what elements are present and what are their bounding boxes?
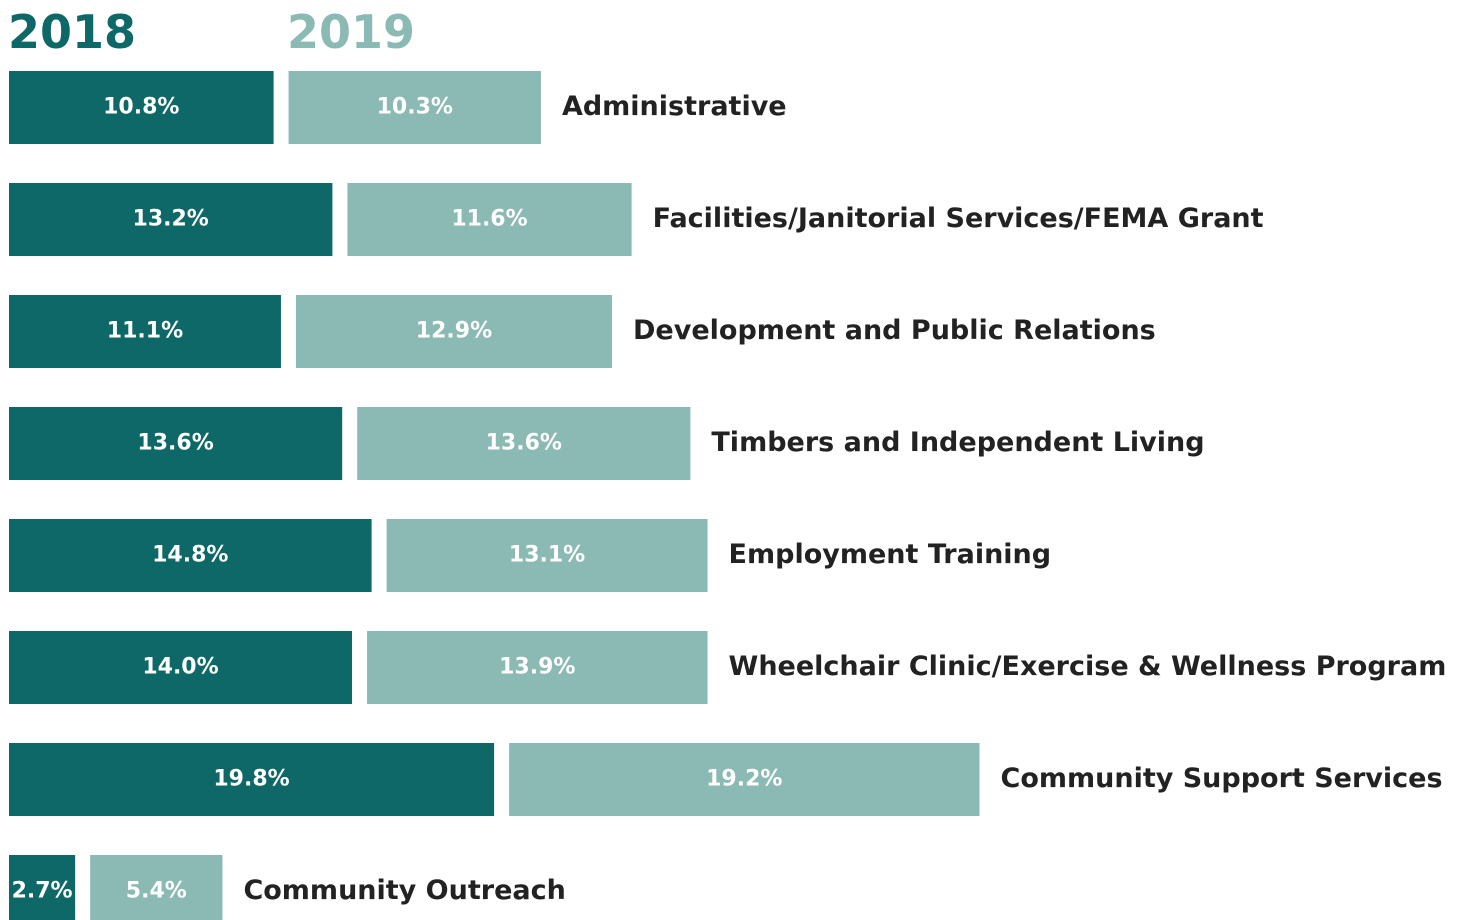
data-label: 12.9% <box>416 319 492 344</box>
bar <box>288 71 541 144</box>
bar <box>9 295 281 368</box>
category-label: Development and Public Relations <box>633 315 1156 346</box>
category-label: Timbers and Independent Living <box>711 427 1204 458</box>
data-label: 13.2% <box>133 207 209 232</box>
data-label: 13.9% <box>499 655 575 680</box>
data-label: 14.8% <box>152 543 228 568</box>
bar <box>9 71 274 144</box>
data-label: 13.1% <box>509 543 585 568</box>
data-label: 10.8% <box>103 95 179 120</box>
category-label: Employment Training <box>729 539 1052 570</box>
category-label: Community Outreach <box>243 875 565 906</box>
category-label: Wheelchair Clinic/Exercise & Wellness Pr… <box>729 651 1447 682</box>
bar <box>9 519 372 592</box>
bar <box>367 631 708 704</box>
data-label: 13.6% <box>486 431 562 456</box>
bar <box>295 295 612 368</box>
data-label: 2.7% <box>12 879 73 904</box>
bar <box>90 855 223 920</box>
bar <box>9 743 495 816</box>
bar <box>9 407 343 480</box>
bar <box>509 743 980 816</box>
data-label: 5.4% <box>126 879 187 904</box>
data-label: 13.6% <box>137 431 213 456</box>
bar <box>9 183 333 256</box>
bar <box>357 407 691 480</box>
data-label: 19.8% <box>213 767 289 792</box>
data-label: 19.2% <box>706 767 782 792</box>
bar <box>9 631 352 704</box>
data-label: 11.1% <box>107 319 183 344</box>
legend-entry: 2019 <box>287 5 415 59</box>
category-label: Community Support Services <box>1001 763 1443 794</box>
data-label: 10.3% <box>377 95 453 120</box>
bar <box>347 183 632 256</box>
data-label: 11.6% <box>451 207 527 232</box>
category-label: Administrative <box>562 91 787 122</box>
bar <box>9 855 76 920</box>
data-label: 14.0% <box>142 655 218 680</box>
legend-entry: 2018 <box>8 5 136 59</box>
category-label: Facilities/Janitorial Services/FEMA Gran… <box>653 203 1264 234</box>
bar <box>386 519 708 592</box>
